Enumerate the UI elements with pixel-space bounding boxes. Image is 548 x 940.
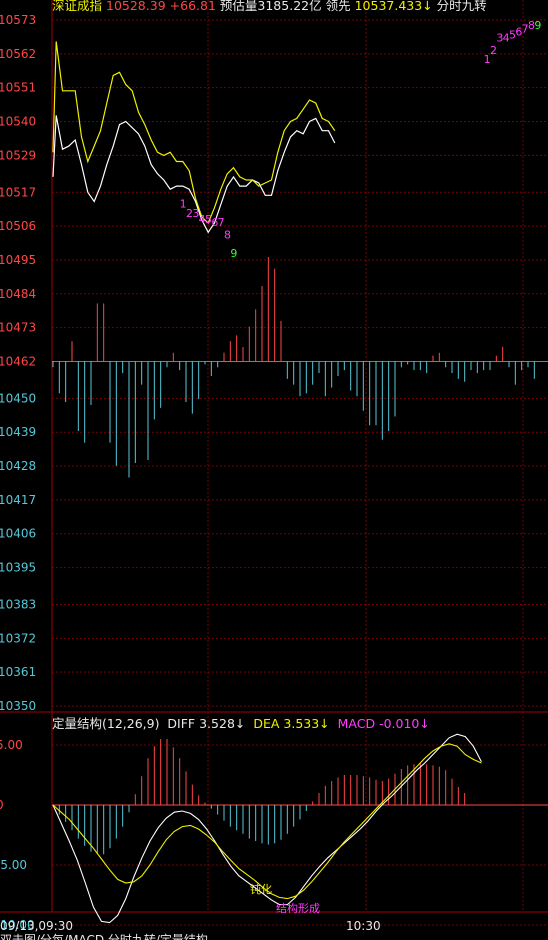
current-price: 10528.39 [106, 0, 166, 13]
y-tick-label: 10462 [0, 354, 36, 368]
nine-turn-label: 2 [490, 44, 497, 57]
y-tick-label: 10361 [0, 665, 36, 679]
x-label-start: 09/13,09:30 [0, 919, 73, 933]
nine-turn-label: 3 [192, 207, 199, 220]
macd-histogram [58, 739, 466, 855]
y-tick-label: 10495 [0, 253, 36, 267]
nine-turn-label: 9 [230, 247, 237, 260]
nine-turn-label: 5 [205, 213, 212, 226]
volume-label: 预估量 [219, 0, 258, 13]
y-tick-label: 10350 [0, 699, 36, 713]
y-tick-label: 10428 [0, 459, 36, 473]
bottom-status-text: 双击图/分每/MACD 分时九转/定量结构 [0, 932, 208, 940]
macd-y-tick-label: -5.00 [0, 858, 27, 872]
y-tick-label: 10540 [0, 115, 36, 129]
nine-turn-label: 1 [484, 53, 491, 66]
lead-value: 10537.433↓ [354, 0, 433, 13]
macd-y-tick-label: -10.00 [0, 918, 35, 932]
nine-turn-label: 5 [509, 28, 516, 41]
nine-turn-label: 8 [528, 19, 535, 32]
main-chart-header: 深证成指 10528.39 +66.81 预估量3185.22亿 领先 1053… [52, 0, 487, 14]
dea-value: 3.533↓ [283, 716, 330, 731]
y-tick-label: 10517 [0, 185, 36, 199]
y-tick-label: 10484 [0, 287, 36, 301]
y-tick-label: 10573 [0, 13, 36, 27]
nine-turn-label: 2 [186, 207, 193, 220]
macd-value: -0.010↓ [379, 716, 430, 731]
nine-turn-label: 4 [199, 213, 206, 226]
y-tick-label: 10450 [0, 391, 36, 405]
y-tick-label: 10551 [0, 81, 36, 95]
y-tick-label: 10529 [0, 148, 36, 162]
diff-line [52, 733, 482, 924]
nine-turn-label: 7 [522, 22, 529, 35]
nine-turn-label: 9 [534, 19, 541, 32]
index-name: 深证成指 [52, 0, 103, 13]
price-change: +66.81 [169, 0, 216, 13]
lead-label: 领先 [325, 0, 351, 13]
y-tick-label: 10473 [0, 321, 36, 335]
nine-turn-label: 3 [496, 32, 503, 45]
nine-turn-label: 8 [224, 228, 231, 241]
nine-turn-label: 4 [503, 32, 510, 45]
y-tick-label: 10439 [0, 425, 36, 439]
dea-line [52, 743, 482, 900]
diff-label: DIFF [167, 716, 196, 731]
macd-y-tick-label: 5.00 [0, 738, 23, 752]
annotation-structure: 结构形成 [276, 901, 320, 915]
indicator-name: 分时九转 [436, 0, 487, 13]
nine-turn-label: 1 [180, 198, 187, 211]
nine-turn-label: 7 [218, 216, 225, 229]
macd-header: 定量结构(12,26,9) DIFF 3.528↓ DEA 3.533↓ MAC… [52, 716, 430, 732]
volume-bars [52, 257, 535, 478]
y-tick-label: 10406 [0, 527, 36, 541]
price-line [52, 115, 336, 234]
macd-y-tick-label: 0 [0, 798, 4, 812]
nine-turn-label: 6 [515, 25, 522, 38]
y-tick-label: 10372 [0, 631, 36, 645]
y-tick-label: 10383 [0, 597, 36, 611]
macd-label: MACD [337, 716, 376, 731]
y-tick-label: 10506 [0, 219, 36, 233]
y-tick-label: 10562 [0, 47, 36, 61]
lead-line [52, 41, 336, 225]
volume-value: 3185.22亿 [257, 0, 322, 13]
x-axis: 09/13,09:30 10:30 [0, 919, 381, 933]
nine-turn-label: 6 [211, 216, 218, 229]
annotation-dull: 钝化 [250, 882, 272, 896]
main-y-axis: 10573 10562 10551 10540 10529 10517 10506 10495… [0, 13, 548, 713]
dea-label: DEA [253, 716, 280, 731]
macd-indicator-name: 定量结构(12,26,9) [52, 716, 160, 731]
y-tick-label: 10395 [0, 561, 36, 575]
y-tick-label: 10417 [0, 493, 36, 507]
diff-value: 3.528↓ [199, 716, 246, 731]
x-label-1030: 10:30 [346, 919, 381, 933]
